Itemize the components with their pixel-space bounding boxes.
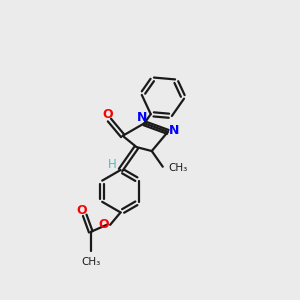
Text: O: O [98, 218, 109, 231]
Text: O: O [76, 204, 86, 217]
Text: CH₃: CH₃ [168, 163, 187, 173]
Text: CH₃: CH₃ [81, 257, 101, 267]
Text: N: N [137, 111, 147, 124]
Text: N: N [169, 124, 179, 137]
Text: H: H [108, 158, 117, 171]
Text: O: O [103, 108, 113, 121]
